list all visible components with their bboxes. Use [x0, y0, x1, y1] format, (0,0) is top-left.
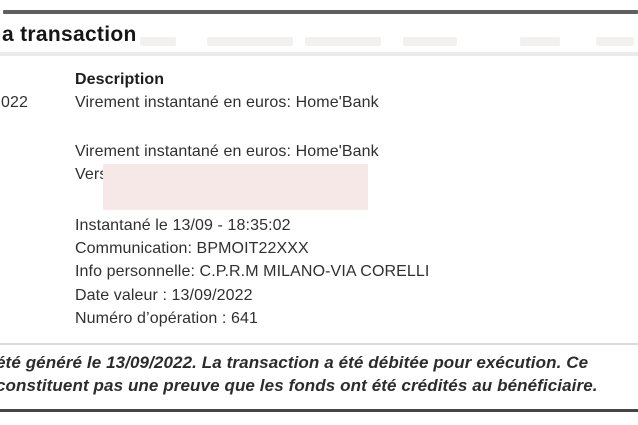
description-column-header: Description	[75, 71, 165, 88]
top-divider	[3, 10, 638, 14]
footer-divider	[0, 343, 638, 345]
ghost-text-artifact	[140, 37, 176, 46]
ghost-text-artifact	[207, 37, 293, 46]
ghost-text-artifact	[520, 37, 560, 46]
transaction-description-line: Virement instantané en euros: Home'Bank	[75, 94, 379, 111]
detail-row-operation-number: Numéro d’opération : 641	[75, 309, 258, 327]
detail-row-timestamp: Instantané le 13/09 - 18:35:02	[75, 217, 291, 234]
transaction-description-line: Virement instantané en euros: Home'Bank	[75, 143, 379, 160]
detail-row-communication: Communication: BPMOIT22XXX	[75, 240, 309, 258]
bottom-divider	[0, 409, 638, 412]
ghost-text-artifact	[305, 37, 381, 46]
transaction-detail-rows: Instantané le 13/09 - 18:35:02 Communica…	[75, 214, 429, 330]
ghost-text-artifact	[403, 37, 457, 46]
detail-row-personal-info: Info personnelle: C.P.R.M MILANO-VIA COR…	[75, 263, 430, 281]
title-divider	[0, 52, 638, 56]
disclaimer-line: constituent pas une preuve que les fonds…	[0, 376, 598, 395]
page-title: a transaction	[2, 23, 137, 46]
ghost-text-artifact	[596, 37, 634, 46]
disclaimer-line: été généré le 13/09/2022. La transaction…	[0, 353, 589, 372]
recipient-label: Vers:	[75, 166, 112, 183]
transaction-date-fragment: 022	[1, 94, 28, 111]
detail-row-value-date: Date valeur : 13/09/2022	[75, 286, 253, 304]
redacted-recipient-highlight	[103, 164, 368, 210]
